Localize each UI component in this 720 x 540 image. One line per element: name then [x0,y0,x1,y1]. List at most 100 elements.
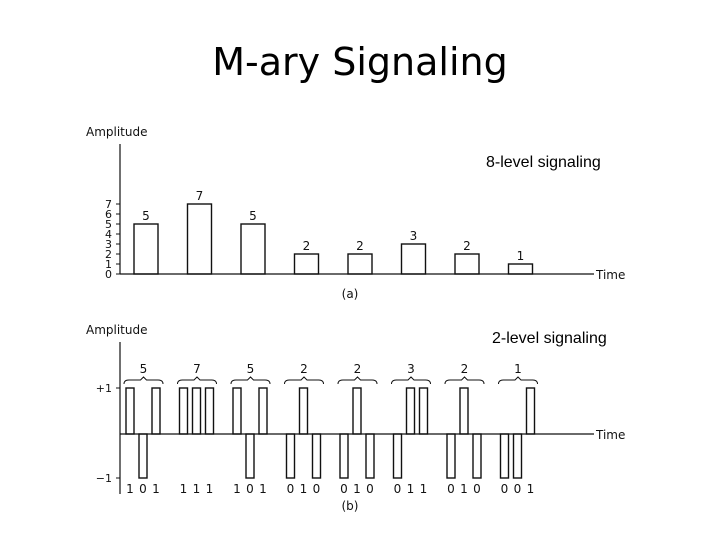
panel-b-group-label: 1 [514,362,522,376]
panel-b-caption: (b) [342,499,359,513]
panel-b-bit-label: 0 [394,482,402,496]
pulse-negative [311,433,322,479]
panel-b-group-label: 5 [140,362,148,376]
panel-b-brace [177,376,217,385]
panel-b-bit-label: 0 [313,482,321,496]
panel-b-group-label: 2 [461,362,469,376]
panel-a-bar [454,253,480,275]
pulse-positive [418,387,429,435]
panel-b-y-label: Amplitude [86,323,148,337]
pulse-negative [365,433,375,479]
pulse-negative [339,433,349,479]
panel-b-bit-label: 1 [407,482,415,496]
callout-2-level: 2-level signaling [490,330,609,348]
panel-b-brace [391,376,431,385]
panel-b-group-label: 7 [193,362,201,376]
panel-a-y-tick-label: 6 [105,208,112,221]
pulse-positive [298,387,309,435]
panel-a-bar [347,253,373,275]
panel-b-brace [337,376,378,385]
pulse-negative [138,433,148,479]
panel-a-y-tick-label: 0 [105,268,112,281]
panel-b-brace [444,376,485,385]
panel-b-bit-label: 1 [259,482,267,496]
panel-b-bit-label: 1 [460,482,468,496]
panel-a-y-tick-label: 2 [105,248,112,261]
panel-a-bar [186,203,213,275]
panel-b-brace [284,376,324,385]
panel-b-brace [123,376,164,385]
figure: Amplitude Time 0 1 2 3 4 5 6 7 5 7 5 2 2 3 2 1 (a) Amplitud… [78,118,636,518]
pulse-positive [204,387,215,435]
panel-b-group-label: 2 [300,362,308,376]
panel-a-bar [400,243,427,275]
panel-a-bar [240,223,266,275]
panel-a-y-tick-label: 3 [105,238,112,251]
pulse-negative [392,433,403,479]
panel-a-caption: (a) [342,287,359,301]
panel-a-bar-label: 2 [303,239,311,253]
panel-b-bit-label: 0 [287,482,295,496]
panel-b-bit-label: 1 [206,482,214,496]
panel-a-y-label: Amplitude [86,125,148,139]
panel-b-bit-label: 0 [246,482,254,496]
panel-a-y-tick-label: 5 [105,218,112,231]
panel-a-y-tick-label: 1 [105,258,112,271]
panel-b-bit-label: 0 [473,482,481,496]
pulse-positive [125,387,135,435]
panel-b-bit-label: 0 [447,482,455,496]
panel-a-bar-label: 3 [410,229,418,243]
panel-b-x-label: Time [595,428,625,442]
panel-b-brace [230,376,271,385]
panel-a-bar [293,253,320,275]
panel-b-bit-label: 1 [300,482,308,496]
panel-a-y-tick-label: 7 [105,198,112,211]
panel-b-bit-label: 1 [193,482,201,496]
callout-8-level: 8-level signaling [484,154,603,172]
panel-a-bar-label: 7 [196,189,204,203]
pulse-negative [446,433,456,479]
panel-b-bit-label: 1 [126,482,134,496]
panel-a-bar [133,223,159,275]
panel-a-x-label: Time [595,268,625,282]
panel-a-bar-label: 2 [356,239,364,253]
panel-b-bit-label: 1 [233,482,241,496]
panel-b-y-tick-label: −1 [96,472,112,485]
panel-b-group-label: 5 [247,362,255,376]
panel-a-bar [507,263,534,275]
panel-b-brace [498,376,538,385]
panel-a-bar-label: 5 [249,209,257,223]
panel-b-bit-label: 0 [366,482,374,496]
panel-b-bit-label: 0 [501,482,509,496]
panel-a-y-tick-label: 4 [105,228,112,241]
pulse-positive [352,387,362,435]
slide-title: M-ary Signaling [212,40,508,84]
pulse-positive [151,387,161,435]
pulse-positive [525,387,536,435]
panel-b-y-tick-label: +1 [96,382,112,395]
panel-b-bit-label: 1 [527,482,535,496]
panel-b-bit-label: 0 [139,482,147,496]
pulse-positive [405,387,416,435]
pulse-positive [178,387,189,435]
pulse-positive [191,387,202,435]
panel-a-bar-label: 5 [142,209,150,223]
panel-b-bit-label: 1 [353,482,361,496]
panel-b-bit-label: 0 [514,482,522,496]
pulse-positive [232,387,242,435]
pulse-negative [472,433,482,479]
panel-b-bit-label: 1 [420,482,428,496]
panel-a-bar-label: 2 [463,239,471,253]
pulse-negative [245,433,255,479]
panel-b-group-label: 2 [354,362,362,376]
panel-a-bar-label: 1 [517,249,525,263]
panel-b-bit-label: 1 [180,482,188,496]
panel-b-group-label: 3 [407,362,415,376]
panel-b-bit-label: 1 [152,482,160,496]
pulse-negative [512,433,523,479]
pulse-positive [459,387,469,435]
pulse-positive [258,387,268,435]
panel-b-bit-label: 0 [340,482,348,496]
pulse-negative [499,433,510,479]
